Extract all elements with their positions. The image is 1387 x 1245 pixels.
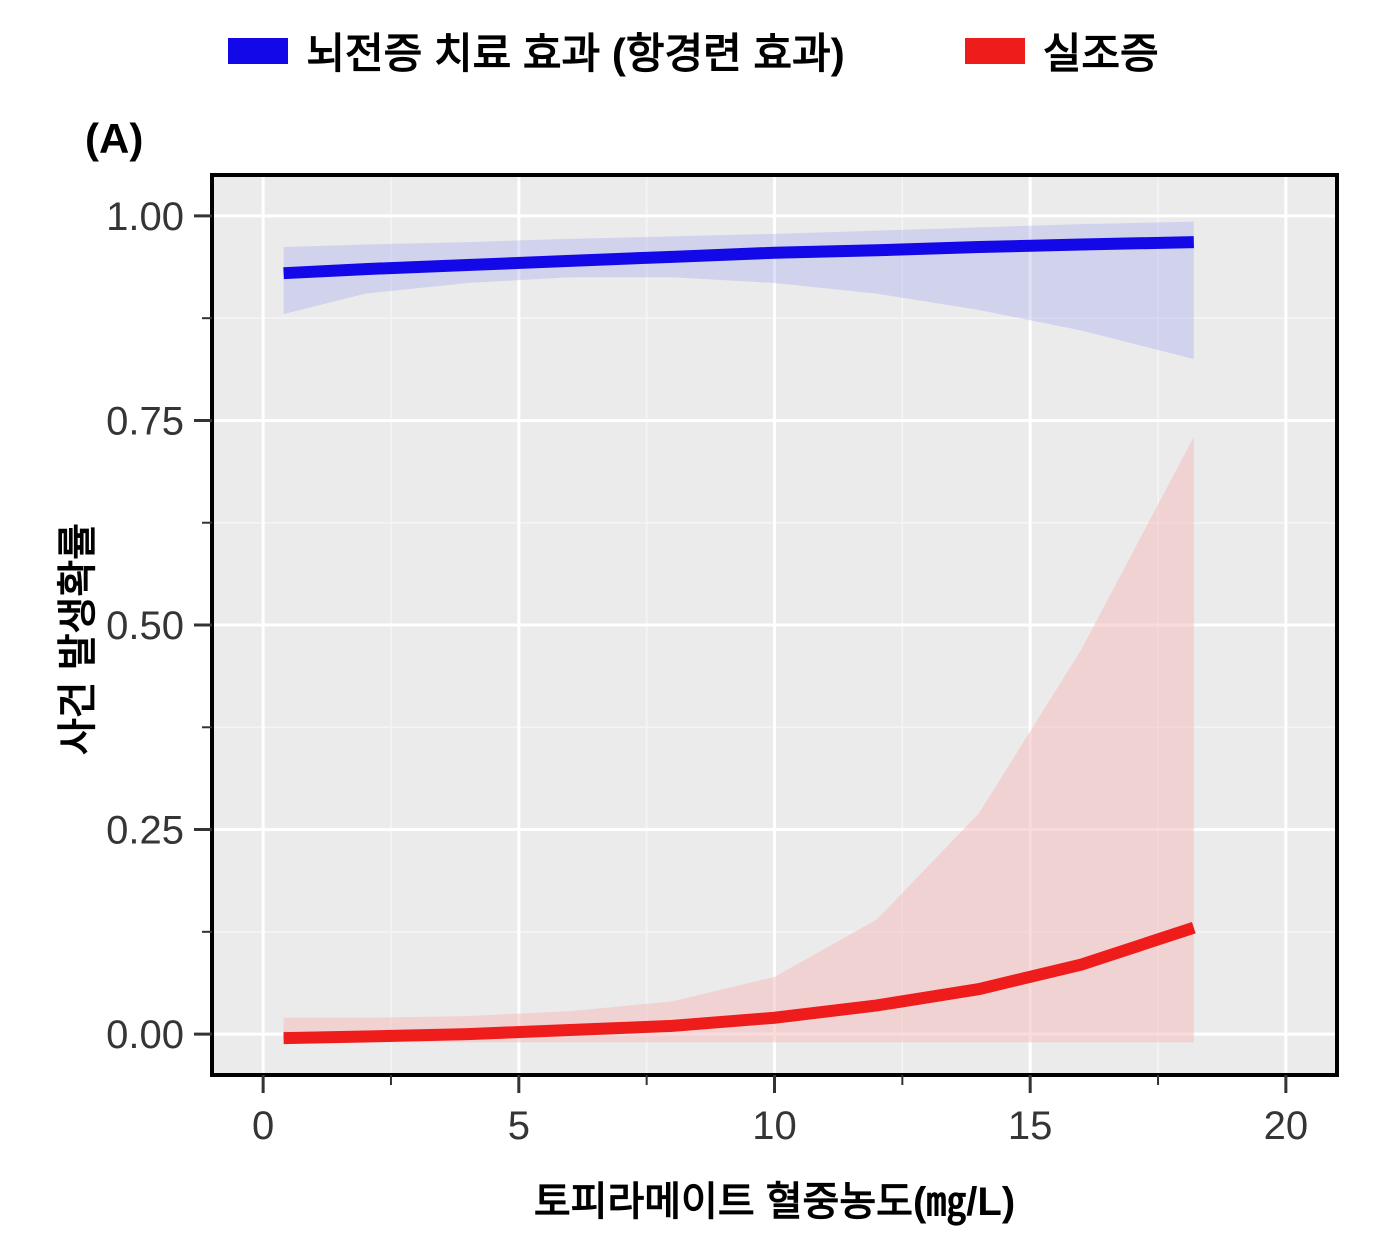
svg-text:0.00: 0.00: [106, 1013, 184, 1057]
y-axis-label: 사건 발생확률: [45, 523, 103, 755]
figure-root: 뇌전증 치료 효과 (항경련 효과)실조증 (A) 051015200.000.…: [0, 0, 1387, 1245]
svg-text:20: 20: [1264, 1104, 1309, 1148]
svg-text:1.00: 1.00: [106, 195, 184, 239]
svg-text:0.75: 0.75: [106, 399, 184, 443]
svg-text:5: 5: [508, 1104, 530, 1148]
svg-text:10: 10: [752, 1104, 797, 1148]
chart-svg: 0 5 10 15 20 0.00 0.25 0.50 0.75 1.00: [0, 0, 1387, 1245]
svg-text:0: 0: [252, 1104, 274, 1148]
svg-text:15: 15: [1008, 1104, 1053, 1148]
x-axis-label: 토피라메이트 혈중농도(㎎/L): [212, 1169, 1337, 1227]
svg-text:0.25: 0.25: [106, 809, 184, 853]
svg-text:0.50: 0.50: [106, 604, 184, 648]
